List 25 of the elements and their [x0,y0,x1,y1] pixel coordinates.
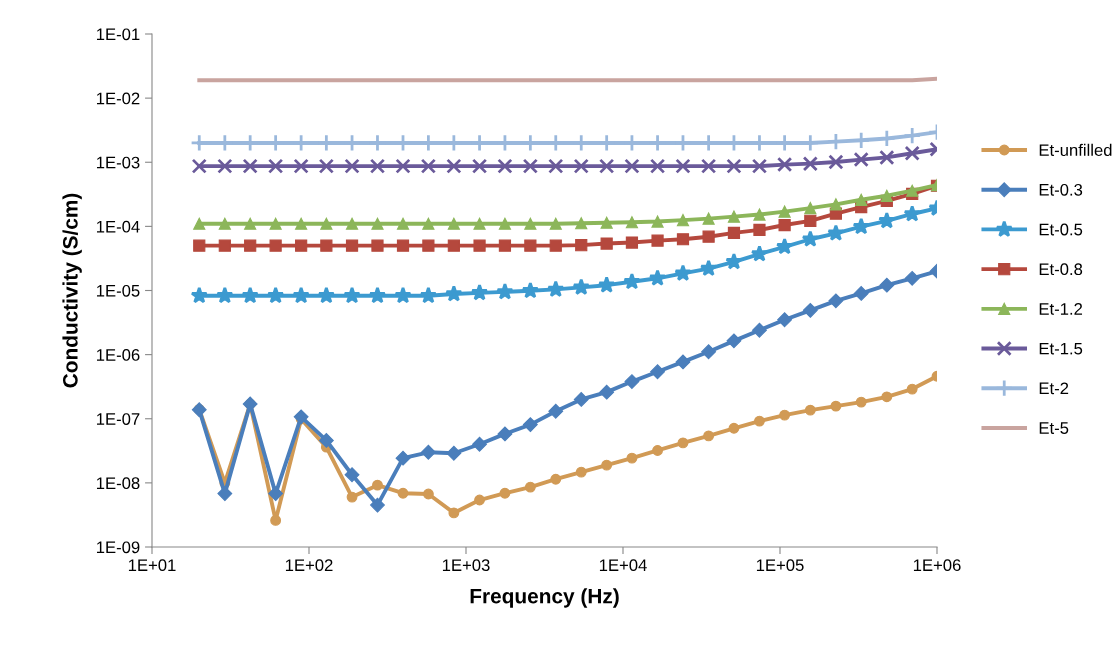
y-tick-label: 1E-09 [96,541,140,554]
y-tick-label: 1E-01 [96,28,140,41]
y-tick-label: 1E-05 [96,284,140,297]
legend-label: Et-unfilled [1039,143,1112,157]
legend-label: Et-1.5 [1039,342,1083,355]
x-tick-label: 1E+01 [128,559,176,572]
x-tick-label: 1E+05 [756,559,804,572]
legend-label: Et-0.3 [1039,183,1083,196]
legend-label: Et-0.5 [1039,223,1083,236]
legend-label: Et-0.8 [1039,263,1083,276]
y-axis-title: Conductivity (S/cm) [62,193,82,388]
x-tick-label: 1E+04 [599,559,647,572]
x-tick-label: 1E+06 [913,559,961,572]
y-tick-label: 1E-08 [96,477,140,490]
legend-label: Et-2 [1039,382,1069,395]
y-tick-label: 1E-06 [96,349,140,361]
x-tick-label: 1E+03 [442,559,490,572]
x-tick-label: 1E+02 [285,559,333,572]
legend-label: Et-1.2 [1039,303,1083,315]
y-tick-label: 1E-04 [96,220,140,233]
y-tick-label: 1E-03 [96,156,140,169]
x-axis-title: Frequency (Hz) [470,588,619,608]
legend-label: Et-5 [1039,422,1069,434]
y-tick-label: 1E-02 [96,92,140,105]
y-tick-label: 1E-07 [96,413,140,425]
